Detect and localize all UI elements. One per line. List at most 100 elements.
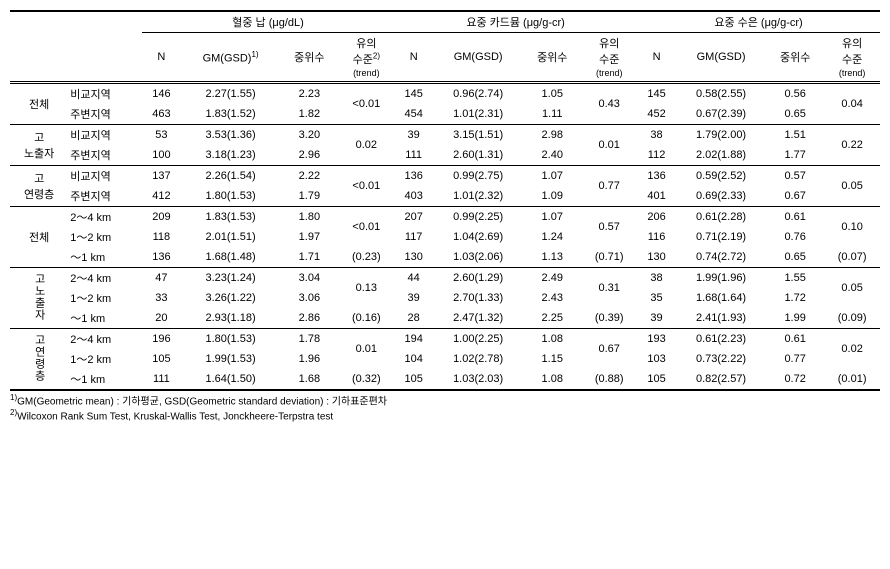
cell: 1.07 <box>523 207 581 228</box>
cell: 1.08 <box>523 329 581 350</box>
cell: 53 <box>142 125 181 146</box>
cell: 145 <box>637 83 676 105</box>
table-row: 1～2 km 105 1.99(1.53) 1.96 104 1.02(2.78… <box>10 349 880 369</box>
cell: 0.61 <box>766 207 824 228</box>
cell: 103 <box>637 349 676 369</box>
cell: 1.07 <box>523 166 581 187</box>
cell: 3.20 <box>280 125 338 146</box>
table-row: ～1 km 111 1.64(1.50) 1.68 (0.32) 105 1.0… <box>10 369 880 390</box>
cat-label: 전체 <box>10 207 68 268</box>
sig-cell: 0.10 <box>824 207 880 248</box>
cell: 0.61(2.23) <box>676 329 766 350</box>
cell: 145 <box>394 83 433 105</box>
sub-label: 주변지역 <box>68 145 142 166</box>
group-header-mercury: 요중 수은 (μg/g-cr) <box>637 11 880 33</box>
cell: 1.80(1.53) <box>181 186 280 207</box>
sig-cell: <0.01 <box>339 207 395 248</box>
sig-cell: 0.05 <box>824 268 880 309</box>
table-row: 주변지역 100 3.18(1.23) 2.96 111 2.60(1.31) … <box>10 145 880 166</box>
cell: 2.47(1.32) <box>433 308 523 329</box>
sig-cell: <0.01 <box>339 83 395 125</box>
cell: 196 <box>142 329 181 350</box>
cell: 2.93(1.18) <box>181 308 280 329</box>
cell: 0.65 <box>766 247 824 268</box>
cell: 0.61(2.28) <box>676 207 766 228</box>
cell: 1.13 <box>523 247 581 268</box>
cell: 38 <box>637 268 676 289</box>
sub-label: 비교지역 <box>68 125 142 146</box>
cell: 1.02(2.78) <box>433 349 523 369</box>
sub-label: 비교지역 <box>68 166 142 187</box>
sig-cell: 0.13 <box>339 268 395 309</box>
cell: 105 <box>637 369 676 390</box>
cell: 1.03(2.03) <box>433 369 523 390</box>
sig-cell: 0.31 <box>581 268 637 309</box>
cell: 0.76 <box>766 227 824 247</box>
sig-cell: (0.23) <box>339 247 395 268</box>
cell: 2.22 <box>280 166 338 187</box>
cell: 0.72 <box>766 369 824 390</box>
cell: 1.15 <box>523 349 581 369</box>
sig-cell: <0.01 <box>339 166 395 207</box>
cell: 111 <box>394 145 433 166</box>
cell: 3.23(1.24) <box>181 268 280 289</box>
cell: 209 <box>142 207 181 228</box>
cell: 3.06 <box>280 288 338 308</box>
footnote-text: GM(Geometric mean) : 기하평균, GSD(Geometric… <box>17 396 387 407</box>
cell: 1.83(1.52) <box>181 104 280 125</box>
cell: 104 <box>394 349 433 369</box>
cell: 2.98 <box>523 125 581 146</box>
cell: 130 <box>394 247 433 268</box>
cell: 1.82 <box>280 104 338 125</box>
table-row: 전체 비교지역 146 2.27(1.55) 2.23 <0.01 145 0.… <box>10 83 880 105</box>
cell: 39 <box>394 125 433 146</box>
sig-cell: (0.71) <box>581 247 637 268</box>
col-med-1: 중위수 <box>280 33 338 83</box>
cell: 2.70(1.33) <box>433 288 523 308</box>
group-header-lead: 혈중 납 (μg/dL) <box>142 11 394 33</box>
cell: 1.51 <box>766 125 824 146</box>
cell: 1.79(2.00) <box>676 125 766 146</box>
col-gm-3: GM(GSD) <box>676 33 766 83</box>
cell: 136 <box>142 247 181 268</box>
cell: 193 <box>637 329 676 350</box>
footnote-text: Wilcoxon Rank Sum Test, Kruskal-Wallis T… <box>17 412 333 423</box>
sig-cell: 0.57 <box>581 207 637 248</box>
sig-cell: 0.77 <box>581 166 637 207</box>
data-table: 혈중 납 (μg/dL) 요중 카드뮴 (μg/g-cr) 요중 수은 (μg/… <box>10 10 880 391</box>
cell: 463 <box>142 104 181 125</box>
cell: 401 <box>637 186 676 207</box>
cell: 2.86 <box>280 308 338 329</box>
cell: 2.96 <box>280 145 338 166</box>
sub-label: 2～4 km <box>68 207 142 228</box>
cell: 0.77 <box>766 349 824 369</box>
cell: 2.25 <box>523 308 581 329</box>
sig-cell: (0.01) <box>824 369 880 390</box>
col-gm-1: GM(GSD)1) <box>181 33 280 83</box>
cell: 2.02(1.88) <box>676 145 766 166</box>
sub-label: ～1 km <box>68 308 142 329</box>
sig-cell: (0.88) <box>581 369 637 390</box>
cell: 1.00(2.25) <box>433 329 523 350</box>
sig-cell: 0.04 <box>824 83 880 125</box>
col-n-3: N <box>637 33 676 83</box>
table-row: ～1 km 20 2.93(1.18) 2.86 (0.16) 28 2.47(… <box>10 308 880 329</box>
cell: 28 <box>394 308 433 329</box>
sig-cell: 0.22 <box>824 125 880 166</box>
table-row: 주변지역 463 1.83(1.52) 1.82 454 1.01(2.31) … <box>10 104 880 125</box>
cell: 38 <box>637 125 676 146</box>
cell: 2.26(1.54) <box>181 166 280 187</box>
cell: 1.24 <box>523 227 581 247</box>
sub-label: 1～2 km <box>68 288 142 308</box>
cell: 1.99(1.96) <box>676 268 766 289</box>
cell: 0.74(2.72) <box>676 247 766 268</box>
cell: 1.03(2.06) <box>433 247 523 268</box>
cell: 130 <box>637 247 676 268</box>
table-row: ～1 km 136 1.68(1.48) 1.71 (0.23) 130 1.0… <box>10 247 880 268</box>
cell: 2.01(1.51) <box>181 227 280 247</box>
cell: 0.56 <box>766 83 824 105</box>
cell: 1.64(1.50) <box>181 369 280 390</box>
cell: 2.40 <box>523 145 581 166</box>
cell: 1.96 <box>280 349 338 369</box>
cell: 1.97 <box>280 227 338 247</box>
